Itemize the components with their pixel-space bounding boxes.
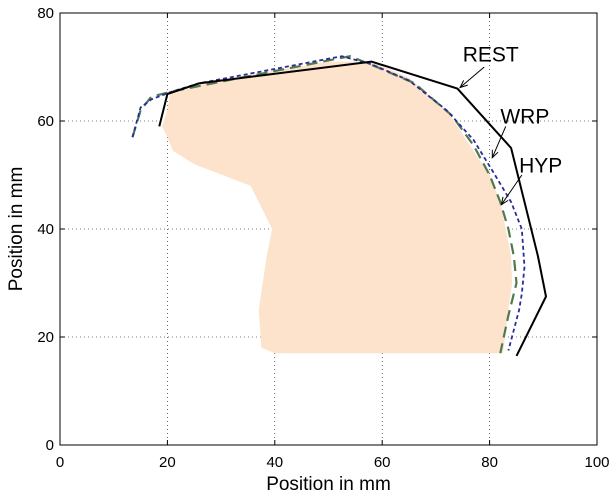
x-tick-label: 60: [374, 454, 391, 471]
series-line-wrp: [131, 55, 526, 351]
region-layer: [162, 61, 513, 354]
x-tick-label: 80: [481, 454, 498, 471]
x-axis-label: Position in mm: [266, 474, 391, 495]
plot-area: REST WRP HYP 0 20 40 60 80 100 0 20 40 60 80: [37, 5, 609, 471]
y-tick-label: 80: [37, 5, 54, 22]
series-layer: [131, 55, 547, 357]
annotation-arrow-line-wrp: [491, 126, 507, 158]
annotation-arrow-head-rest: [459, 80, 468, 89]
x-tick-label: 0: [56, 454, 64, 471]
annotation-label-rest: REST: [463, 44, 519, 67]
annotation-layer: REST WRP HYP: [459, 44, 562, 206]
x-tick-label: 20: [159, 454, 176, 471]
tick-layer: 0 20 40 60 80 100 0 20 40 60 80: [37, 5, 609, 471]
y-tick-label: 20: [37, 329, 54, 346]
y-tick-label: 40: [37, 221, 54, 238]
y-axis-label: Position in mm: [6, 167, 27, 292]
annotation-arrow-line-rest: [459, 66, 485, 88]
y-tick-label: 60: [37, 113, 54, 130]
series-line-rest: [158, 60, 547, 357]
annotation-label-hyp: HYP: [519, 154, 562, 177]
annotation-arrow-head-wrp: [491, 149, 499, 159]
annotation-label-wrp: WRP: [500, 106, 549, 129]
annotation-arrow-head-hyp: [500, 196, 509, 206]
y-tick-label: 0: [46, 437, 54, 454]
x-tick-label: 40: [266, 454, 283, 471]
x-tick-label: 100: [584, 454, 609, 471]
annotation-arrow-line-hyp: [501, 174, 523, 205]
reachable-region: [162, 61, 513, 354]
